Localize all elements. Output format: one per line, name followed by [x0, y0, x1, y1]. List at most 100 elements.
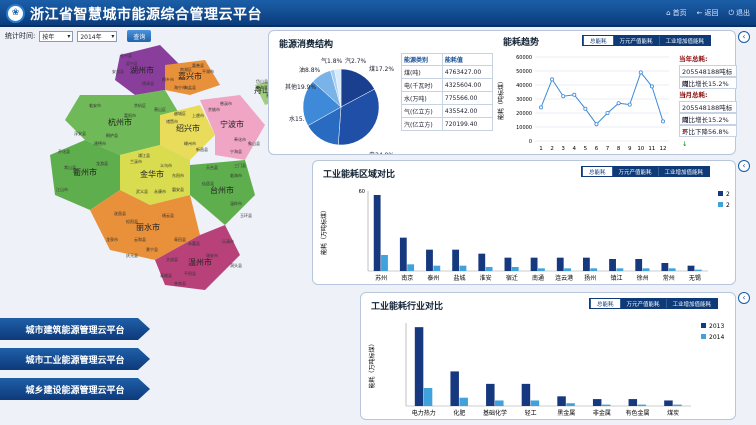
- collapse-arrow-icon[interactable]: ‹: [738, 292, 750, 304]
- bar[interactable]: [664, 400, 673, 406]
- bar[interactable]: [486, 383, 495, 406]
- district-label: 文成县: [166, 256, 178, 262]
- bar[interactable]: [637, 404, 647, 406]
- bar[interactable]: [566, 403, 575, 406]
- city-label: 舟山市: [254, 85, 278, 95]
- tab-total[interactable]: 总能耗: [590, 299, 620, 308]
- industrial-energy-platform-button[interactable]: 城市工业能源管理云平台: [0, 348, 150, 370]
- map-region-wenzhou[interactable]: [155, 225, 240, 290]
- trend-point[interactable]: [649, 84, 654, 89]
- trend-point[interactable]: [638, 70, 643, 75]
- tab-total[interactable]: 总能耗: [582, 167, 612, 176]
- tab-output-value[interactable]: 万元产值能耗: [612, 36, 659, 45]
- bar[interactable]: [642, 268, 650, 271]
- bar[interactable]: [590, 268, 598, 271]
- map-region-taizhou[interactable]: [190, 160, 255, 225]
- map-region-quzhou[interactable]: [50, 140, 120, 210]
- up-arrow-icon: ↑: [682, 92, 688, 100]
- bar[interactable]: [556, 257, 564, 271]
- tab-output-value[interactable]: 万元产值能耗: [619, 299, 666, 308]
- pie-label: 煤17.2%: [369, 65, 394, 73]
- bar[interactable]: [381, 255, 388, 271]
- bar[interactable]: [609, 259, 616, 271]
- legend-swatch: [718, 202, 723, 207]
- trend-point[interactable]: [594, 122, 599, 127]
- map-region-jinhua[interactable]: [120, 145, 190, 205]
- bar[interactable]: [414, 327, 424, 406]
- bar[interactable]: [459, 265, 467, 271]
- urban-rural-energy-platform-button[interactable]: 城乡建设能源管理云平台: [0, 378, 150, 400]
- bar[interactable]: [511, 267, 519, 271]
- collapse-arrow-icon[interactable]: ‹: [738, 31, 750, 43]
- pie-slice[interactable]: [334, 68, 342, 108]
- bar[interactable]: [521, 383, 531, 406]
- bar[interactable]: [452, 249, 460, 271]
- trend-point[interactable]: [627, 102, 632, 107]
- year-total-label: 当年总耗:: [679, 55, 708, 63]
- x-tick-label: 宿迁: [506, 274, 518, 282]
- bar[interactable]: [407, 264, 415, 271]
- trend-point[interactable]: [616, 101, 621, 106]
- pie-slice[interactable]: [302, 81, 342, 126]
- building-energy-platform-button[interactable]: 城市建筑能源管理云平台: [0, 318, 150, 340]
- trend-point[interactable]: [583, 106, 588, 111]
- pie-slice[interactable]: [337, 88, 380, 146]
- energy-value-cell: 720199.40: [441, 117, 494, 131]
- bar[interactable]: [661, 263, 669, 271]
- bar[interactable]: [557, 396, 566, 406]
- home-link[interactable]: ⌂ 首页: [666, 8, 686, 18]
- bar[interactable]: [459, 397, 468, 406]
- bar[interactable]: [564, 268, 571, 271]
- bar[interactable]: [478, 253, 486, 271]
- bar[interactable]: [694, 269, 702, 271]
- map-region-hangzhou[interactable]: [65, 90, 180, 155]
- bar[interactable]: [504, 257, 512, 271]
- district-label: 余姚市: [208, 106, 220, 112]
- trend-point[interactable]: [572, 92, 577, 97]
- bar[interactable]: [530, 400, 540, 406]
- bar[interactable]: [373, 195, 381, 271]
- bar[interactable]: [628, 399, 638, 406]
- back-link[interactable]: ← 返回: [697, 8, 719, 18]
- bar[interactable]: [673, 404, 682, 406]
- bar[interactable]: [592, 399, 602, 406]
- trend-point[interactable]: [561, 94, 566, 99]
- trend-point[interactable]: [550, 77, 555, 82]
- district-label: 慈溪市: [220, 100, 232, 106]
- bar[interactable]: [485, 267, 493, 271]
- map-region-ningbo[interactable]: [200, 95, 265, 160]
- bar[interactable]: [668, 268, 676, 271]
- bar[interactable]: [450, 371, 459, 406]
- tab-added-value[interactable]: 工业增加值能耗: [665, 299, 718, 308]
- trend-point[interactable]: [605, 111, 610, 116]
- bar[interactable]: [616, 268, 624, 271]
- bar[interactable]: [530, 257, 538, 271]
- logout-link[interactable]: ⏻ 退出: [728, 8, 750, 18]
- bar[interactable]: [582, 257, 590, 271]
- tab-added-value[interactable]: 工业增加值能耗: [658, 36, 711, 45]
- district-label: 天台县: [206, 164, 218, 170]
- bar[interactable]: [687, 265, 695, 271]
- bar[interactable]: [635, 259, 643, 271]
- bar[interactable]: [538, 268, 545, 271]
- bar[interactable]: [423, 388, 433, 406]
- map-region-lishui[interactable]: [90, 190, 200, 260]
- bar[interactable]: [433, 265, 441, 271]
- bar[interactable]: [601, 404, 611, 406]
- tab-added-value[interactable]: 工业增加值能耗: [657, 167, 710, 176]
- period-select[interactable]: 按年 ▾: [39, 30, 74, 42]
- map-region-shaoxing[interactable]: [160, 105, 215, 160]
- bar[interactable]: [399, 237, 407, 271]
- trend-point[interactable]: [660, 119, 665, 124]
- map-region-huzhou[interactable]: [115, 45, 180, 95]
- query-button[interactable]: 查询: [127, 30, 152, 42]
- bar[interactable]: [495, 400, 504, 406]
- collapse-arrow-icon[interactable]: ‹: [738, 160, 750, 172]
- map-region-jiaxing[interactable]: [165, 60, 220, 95]
- table-row: 水(万吨) 775566.00: [401, 91, 494, 105]
- bar[interactable]: [426, 249, 433, 271]
- year-select[interactable]: 2014年 ▾: [77, 30, 118, 42]
- tab-output-value[interactable]: 万元产值能耗: [611, 167, 658, 176]
- trend-point[interactable]: [539, 105, 544, 110]
- tab-total[interactable]: 总能耗: [583, 36, 613, 45]
